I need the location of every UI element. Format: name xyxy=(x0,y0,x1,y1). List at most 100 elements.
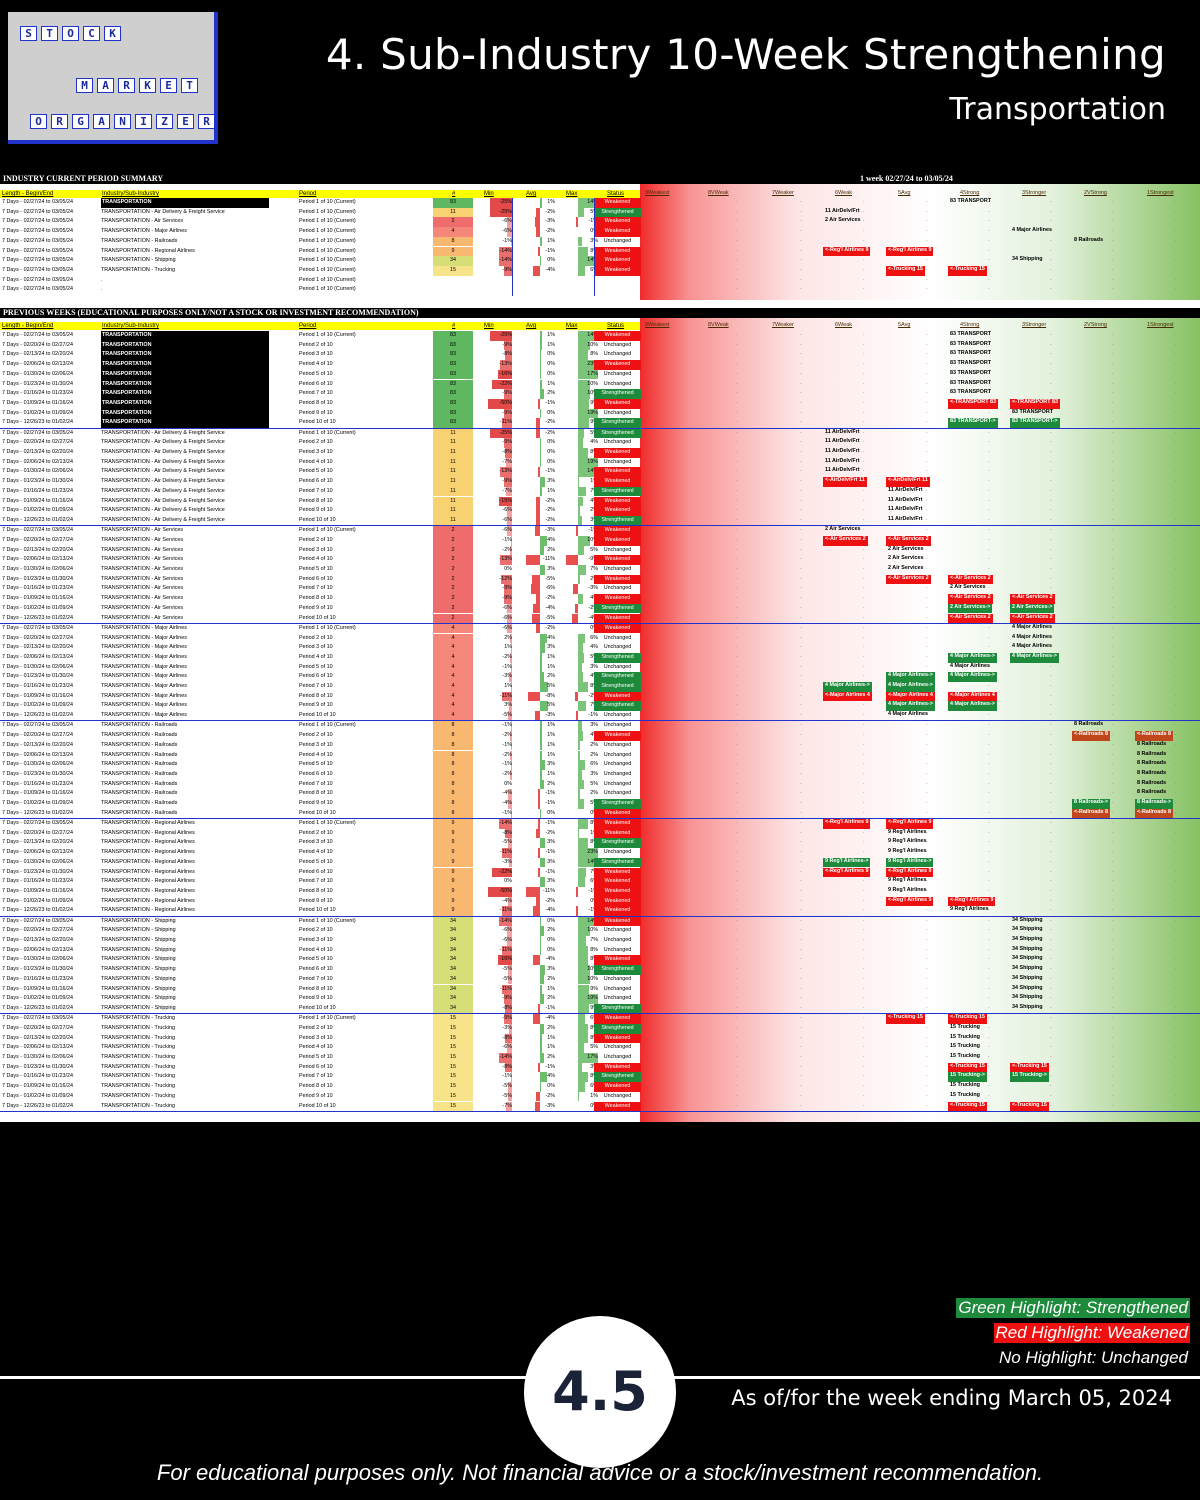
industry-cell: TRANSPORTATION - Railroads xyxy=(101,722,178,729)
history-row: 7 Days - 01/09/24 to 01/16/24 TRANSPORTAT… xyxy=(0,984,1200,995)
avg-bar xyxy=(540,545,544,556)
history-row: 7 Days - 02/13/24 to 02/20/24 TRANSPORTAT… xyxy=(0,545,1200,556)
period-cell: Period 1 of 10 (Current) xyxy=(299,917,356,924)
industry-cell: . xyxy=(101,276,103,283)
column-header-max: Max xyxy=(566,323,578,329)
min-cell: -2% xyxy=(502,751,512,758)
count-cell: 2 xyxy=(433,603,473,614)
avg-cell: 1% xyxy=(547,663,555,670)
column-header-avg: Avg xyxy=(526,191,537,197)
avg-cell: 1% xyxy=(547,770,555,777)
length-cell: 7 Days - 01/16/24 to 01/23/24 xyxy=(2,390,74,397)
max-bar xyxy=(578,545,584,556)
history-row: 7 Days - 01/30/24 to 02/06/24 TRANSPORTAT… xyxy=(0,662,1200,673)
status-cell: Unchanged xyxy=(603,370,632,377)
length-cell: 7 Days - 02/27/24 to 03/05/24 xyxy=(2,286,74,293)
avg-bar xyxy=(540,936,541,946)
length-cell: 7 Days - 01/02/24 to 01/09/24 xyxy=(2,897,74,904)
strength-column-header: 8VWeak xyxy=(708,190,729,196)
period-cell: Period 2 of 10 xyxy=(299,927,333,934)
length-cell: 7 Days - 02/27/24 to 03/05/24 xyxy=(2,332,74,338)
min-bar xyxy=(503,584,512,595)
industry-cell: TRANSPORTATION - Air Services xyxy=(101,585,184,592)
max-cell: 0% xyxy=(560,227,598,237)
industry-cell: TRANSPORTATION - Air Delivery & Freight … xyxy=(101,507,225,514)
history-row: 7 Days - 02/20/24 to 02/27/24 TRANSPORTAT… xyxy=(0,535,1200,546)
logo-letter: A xyxy=(97,78,114,93)
max-bar xyxy=(578,984,589,995)
max-cell: -9% xyxy=(560,555,598,565)
strength-label: 15 Trucking-> xyxy=(1010,1072,1049,1083)
strength-label: 11 AirDelv/Frt xyxy=(888,506,923,513)
count-cell: 15 xyxy=(433,1082,473,1092)
min-cell: -7% xyxy=(502,458,512,465)
industry-cell: TRANSPORTATION - Air Services xyxy=(101,575,184,582)
status-cell: Strengthened xyxy=(594,418,641,428)
min-bar xyxy=(511,682,512,692)
min-cell: -11% xyxy=(499,907,512,914)
status-cell: Unchanged xyxy=(603,341,632,348)
history-row: 7 Days - 12/26/23 to 01/02/24 TRANSPORTAT… xyxy=(0,808,1200,819)
max-cell: 5% xyxy=(560,653,598,663)
avg-bar xyxy=(536,227,540,237)
avg-bar xyxy=(537,848,540,858)
avg-cell: -2% xyxy=(545,497,555,504)
history-row: 7 Days - 01/30/24 to 02/06/24 TRANSPORTAT… xyxy=(0,955,1200,966)
min-cell: -16% xyxy=(499,370,512,377)
strength-label: 2 Air Services-> xyxy=(948,603,993,614)
avg-bar xyxy=(536,623,540,634)
min-cell: -9% xyxy=(502,585,512,592)
max-cell: 17% xyxy=(587,370,598,377)
min-bar xyxy=(503,477,512,487)
summary-divider xyxy=(594,198,595,296)
max-cell: 14% xyxy=(587,332,598,338)
max-bar xyxy=(578,731,583,741)
strength-column-header: 7Weaker xyxy=(772,190,794,196)
status-cell: Weakened xyxy=(594,808,641,819)
min-cell: -13% xyxy=(499,361,512,368)
min-cell: -8% xyxy=(502,351,512,358)
status-cell: Weakened xyxy=(594,448,641,458)
avg-cell: 2% xyxy=(547,390,555,397)
count-cell: 9 xyxy=(433,867,473,878)
history-row: 7 Days - 02/13/24 to 02/20/24 TRANSPORTAT… xyxy=(0,448,1200,458)
avg-cell: 1% xyxy=(547,487,555,494)
avg-bar xyxy=(533,265,540,276)
avg-bar xyxy=(536,418,540,428)
period-cell: Period 7 of 10 xyxy=(299,390,333,397)
period-cell: Period 1 of 10 (Current) xyxy=(299,332,356,338)
status-cell: Strengthened xyxy=(594,428,641,439)
industry-cell: TRANSPORTATION - Regional Airlines xyxy=(101,907,195,914)
period-cell: Period 3 of 10 xyxy=(299,1034,333,1041)
history-row: 7 Days - 01/09/24 to 01/16/24 TRANSPORTAT… xyxy=(0,691,1200,702)
min-bar xyxy=(511,721,512,732)
strength-column-header: 4Strong xyxy=(960,322,980,328)
min-bar xyxy=(504,448,512,458)
min-cell: -6% xyxy=(502,228,512,235)
max-bar xyxy=(578,340,590,351)
history-row: 7 Days - 01/09/24 to 01/16/24 TRANSPORTAT… xyxy=(0,594,1200,604)
max-bar xyxy=(578,848,598,858)
max-cell: 14% xyxy=(587,257,598,264)
max-bar xyxy=(578,974,590,985)
min-cell: -1% xyxy=(502,761,512,768)
logo-letter: R xyxy=(198,114,215,129)
period-cell: Period 1 of 10 (Current) xyxy=(299,199,356,205)
max-bar xyxy=(578,799,584,809)
strength-label: 34 Shipping xyxy=(1012,936,1043,942)
strength-label: <-Reg'l Airlines 9 xyxy=(886,819,934,829)
avg-bar xyxy=(540,350,541,361)
status-cell: Weakened xyxy=(594,955,641,966)
max-cell: 9% xyxy=(560,399,598,409)
length-cell: 7 Days - 12/26/23 to 01/02/24 xyxy=(2,712,74,719)
status-cell: Unchanged xyxy=(603,975,632,982)
min-bar xyxy=(504,350,512,361)
avg-bar xyxy=(540,877,546,887)
logo-letter: E xyxy=(160,78,177,93)
strength-label: 9 Reg'l Airlines xyxy=(888,886,927,893)
max-cell: -2% xyxy=(560,692,598,702)
industry-cell: TRANSPORTATION - Trucking xyxy=(101,1015,175,1022)
max-cell: 3% xyxy=(590,722,598,729)
max-bar xyxy=(578,926,590,936)
period-cell: Period 1 of 10 (Current) xyxy=(299,286,356,293)
